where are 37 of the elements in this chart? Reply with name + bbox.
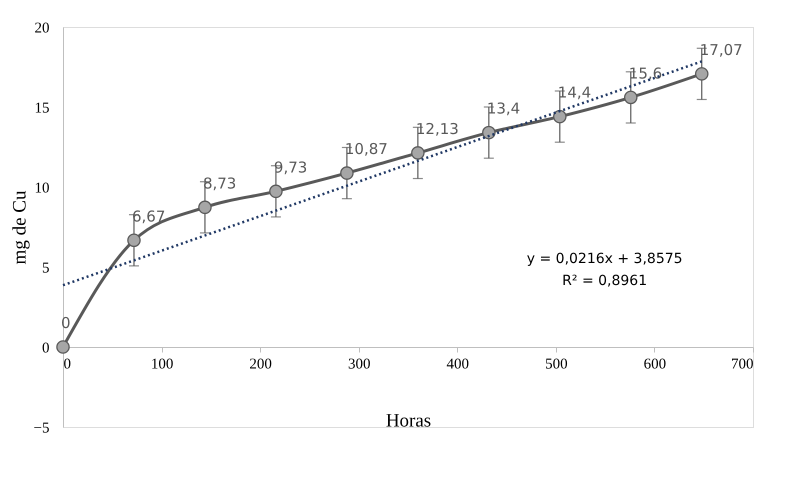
x-tick-label: 700 — [731, 356, 754, 372]
data-label: 12,13 — [416, 120, 459, 138]
point — [482, 126, 496, 140]
y-tick-label: 0 — [42, 340, 50, 356]
point — [553, 110, 567, 124]
data-label: 13,4 — [486, 100, 520, 118]
annotation: R² = 0,8961 — [562, 273, 648, 289]
data-label: 8,73 — [202, 174, 236, 192]
point — [198, 200, 212, 214]
x-tick-label: 0 — [64, 356, 71, 372]
data-label: 0 — [61, 314, 71, 332]
data-label: 17,07 — [700, 40, 743, 59]
data-label: 9,73 — [274, 158, 308, 176]
data-label: 15,6 — [628, 64, 662, 82]
x-tick-label: 400 — [446, 356, 470, 372]
y-tick-label: 20 — [34, 20, 50, 36]
x-axis-title: Horas — [386, 410, 432, 432]
point — [411, 146, 425, 160]
point — [340, 166, 354, 180]
point — [56, 340, 70, 354]
y-tick-label: 10 — [34, 180, 50, 196]
y-tick-label: 5 — [42, 260, 50, 276]
y-axis-title: mg de Cu — [10, 190, 31, 264]
x-tick-label: 500 — [545, 356, 568, 372]
y-tick-label: −5 — [34, 420, 50, 436]
x-tick-label: 300 — [348, 356, 370, 372]
point — [694, 67, 709, 81]
annotation: y = 0,0216x + 3,8575 — [526, 251, 683, 267]
data-label: 10,87 — [344, 140, 388, 158]
data-label: 14,4 — [558, 84, 592, 102]
x-tick-label: 600 — [644, 356, 666, 372]
x-tick-label: 100 — [150, 356, 174, 372]
point — [127, 234, 141, 248]
point — [269, 184, 283, 198]
y-tick-label: 15 — [34, 100, 50, 116]
point — [624, 90, 638, 104]
x-tick-label: 200 — [249, 356, 272, 372]
